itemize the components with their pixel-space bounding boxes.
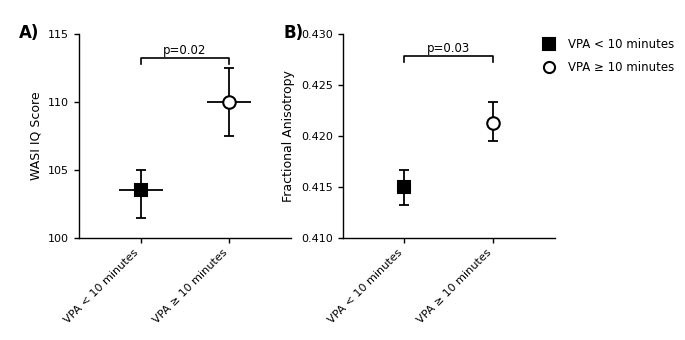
Legend: VPA < 10 minutes, VPA ≥ 10 minutes: VPA < 10 minutes, VPA ≥ 10 minutes (533, 33, 679, 79)
Text: B): B) (283, 24, 303, 42)
Y-axis label: WASI IQ Score: WASI IQ Score (29, 92, 42, 180)
Y-axis label: Fractional Anisotropy: Fractional Anisotropy (282, 70, 295, 202)
Text: p=0.03: p=0.03 (427, 42, 471, 55)
Text: A): A) (19, 24, 40, 42)
Text: p=0.02: p=0.02 (163, 44, 207, 57)
